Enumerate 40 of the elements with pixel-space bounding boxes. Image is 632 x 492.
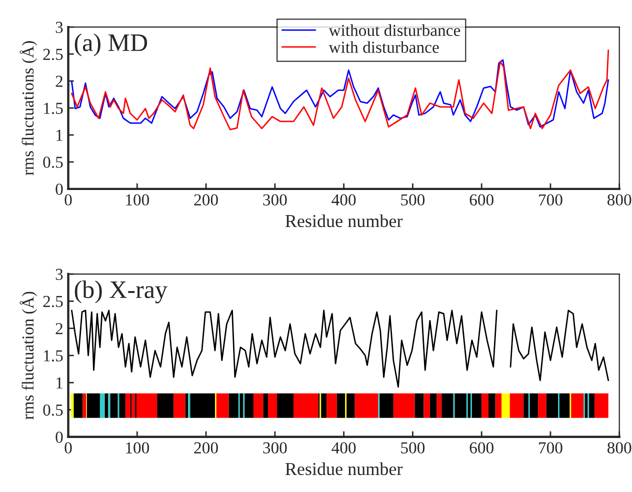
x-tick-label: 400 [332, 442, 356, 454]
legend-label: with disturbance [328, 41, 439, 53]
y-tick-label: 1.5 [44, 350, 63, 362]
chart-title: (b) X-ray [74, 280, 168, 304]
x-tick-label: 600 [470, 194, 494, 206]
x-tick-label: 200 [194, 442, 218, 454]
x-tick-label: 0 [64, 442, 72, 454]
x-tick-label: 700 [539, 194, 562, 206]
x-tick-label: 500 [401, 442, 425, 454]
x-tick-label: 100 [126, 442, 150, 454]
x-tick-label: 800 [607, 442, 632, 454]
x-tick-label: 200 [194, 194, 218, 206]
x-tick-label: 300 [263, 194, 287, 206]
y-tick-label: 1 [56, 377, 62, 388]
y-axis-title: rms fluctuation (Å) [20, 292, 38, 420]
x-tick-label: 600 [470, 442, 494, 454]
x-tick-label: 100 [126, 194, 150, 206]
y-tick-label: 0.5 [43, 156, 63, 168]
y-tick-label: 2.5 [43, 48, 63, 60]
y-tick-label: 0 [56, 432, 63, 443]
x-tick-label: 800 [607, 194, 632, 206]
y-tick-label: 2 [56, 76, 62, 87]
y-tick-label: 0 [56, 184, 63, 195]
x-tick-label: 400 [332, 194, 356, 206]
y-tick-label: 2.5 [43, 296, 63, 308]
legend-label: without disturbance [328, 24, 460, 36]
y-tick-label: 1 [56, 130, 62, 141]
y-tick-label: 3 [56, 268, 63, 280]
y-tick-label: 2 [56, 323, 62, 334]
x-axis-title: Residue number [285, 214, 403, 228]
x-axis-title: Residue number [285, 462, 403, 476]
y-axis-title: rms fluctuations (Å) [20, 41, 38, 176]
chart-title: (a) MD [74, 34, 148, 56]
x-tick-label: 700 [539, 442, 562, 454]
y-tick-label: 0.5 [43, 404, 63, 416]
x-tick-label: 500 [401, 194, 425, 206]
x-tick-label: 0 [64, 194, 72, 206]
y-tick-label: 3 [56, 22, 63, 34]
x-tick-label: 300 [263, 442, 287, 454]
y-tick-label: 1.5 [44, 102, 63, 114]
